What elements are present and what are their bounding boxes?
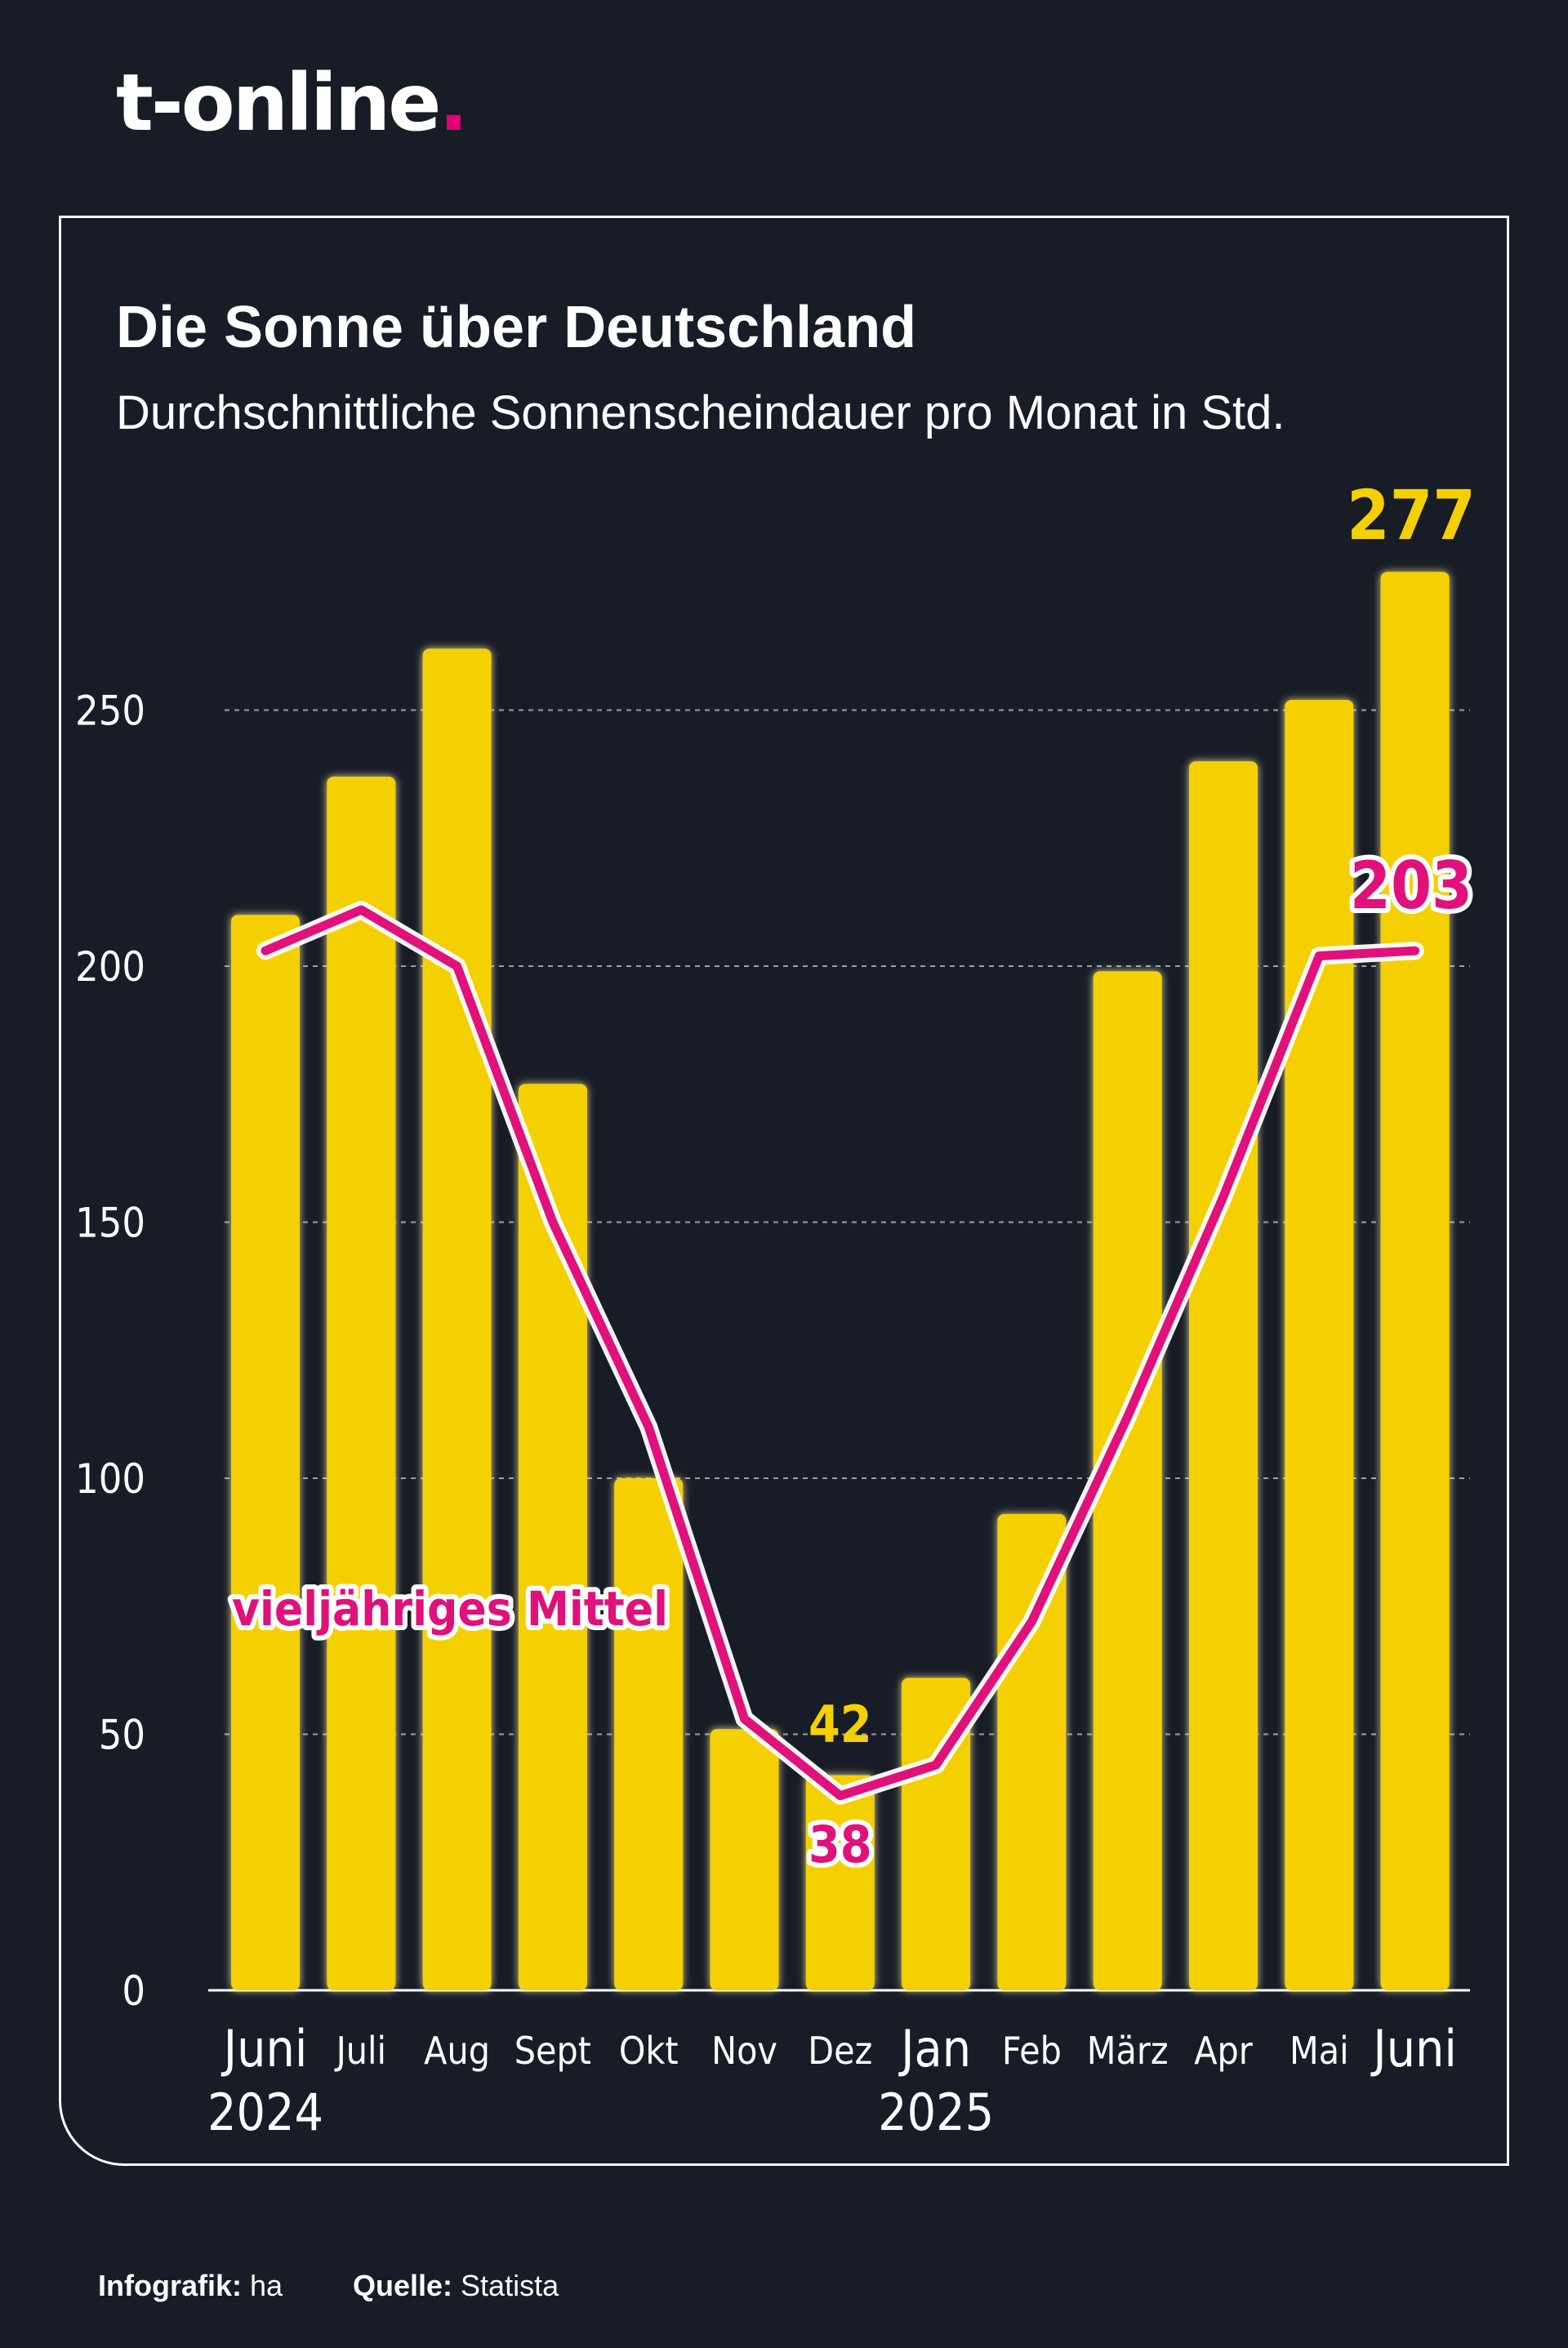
footer-graphic-label: Infografik: bbox=[98, 2269, 242, 2302]
data-label-line-min-halo: 38 bbox=[808, 1815, 872, 1874]
footer-source-value: Statista bbox=[461, 2269, 559, 2302]
bar bbox=[327, 777, 396, 1990]
series-label-mean-halo: vieljähriges Mittel bbox=[232, 1581, 668, 1637]
x-tick-label: Dez bbox=[808, 2029, 872, 2073]
brand-dot: . bbox=[439, 57, 469, 149]
bar bbox=[902, 1677, 971, 1990]
x-tick-label: Okt bbox=[619, 2029, 679, 2073]
x-tick-label: Juli bbox=[334, 2029, 386, 2073]
x-tick-label: Nov bbox=[711, 2029, 777, 2073]
bar bbox=[518, 1084, 587, 1990]
y-tick-label: 250 bbox=[75, 688, 145, 735]
x-tick-label: Apr bbox=[1194, 2029, 1254, 2073]
x-tick-label: Juni bbox=[1370, 2019, 1457, 2078]
x-tick-label: Aug bbox=[424, 2029, 490, 2073]
chart-title: Die Sonne über Deutschland bbox=[116, 295, 917, 360]
brand-logo: t-online. bbox=[116, 64, 469, 142]
x-year-label: 2024 bbox=[207, 2083, 323, 2142]
footer-source: Quelle: Statista bbox=[353, 2269, 559, 2303]
y-tick-label: 50 bbox=[99, 1712, 145, 1759]
x-year-label: 2025 bbox=[878, 2083, 994, 2142]
bar bbox=[231, 915, 300, 1990]
data-label-max: 277 bbox=[1347, 475, 1476, 555]
bar bbox=[710, 1729, 779, 1990]
chart-card bbox=[59, 216, 1509, 2166]
bar bbox=[1189, 761, 1258, 1991]
brand-name: t-online bbox=[116, 57, 441, 149]
footer-credit: Infografik: ha bbox=[98, 2269, 283, 2303]
bar bbox=[805, 1775, 875, 1990]
data-label-line-end: 203 bbox=[1350, 848, 1472, 924]
footer-graphic-value: ha bbox=[250, 2269, 283, 2302]
x-tick-label: Juni bbox=[221, 2019, 308, 2078]
bar bbox=[1380, 572, 1450, 1991]
y-tick-label: 150 bbox=[75, 1200, 145, 1247]
y-tick-label: 200 bbox=[75, 943, 145, 991]
x-tick-label: Jan bbox=[898, 2019, 971, 2078]
y-tick-label: 0 bbox=[122, 1967, 145, 2015]
data-label-line-min: 38 bbox=[808, 1815, 872, 1874]
bar bbox=[614, 1478, 684, 1990]
y-tick-label: 100 bbox=[75, 1455, 145, 1503]
mean-line bbox=[261, 905, 1420, 1801]
data-label-line-end-halo: 203 bbox=[1350, 848, 1472, 924]
bar bbox=[422, 648, 492, 1990]
data-label-min: 42 bbox=[808, 1695, 872, 1754]
x-tick-label: Sept bbox=[514, 2029, 591, 2073]
chart-subtitle: Durchschnittliche Sonnenscheindauer pro … bbox=[116, 386, 1285, 439]
footer-source-label: Quelle: bbox=[353, 2269, 453, 2302]
bar bbox=[1285, 699, 1354, 1991]
x-tick-label: Feb bbox=[1002, 2029, 1062, 2073]
x-tick-label: Mai bbox=[1290, 2029, 1349, 2073]
series-label-mean: vieljähriges Mittel bbox=[232, 1581, 668, 1637]
bar bbox=[1093, 971, 1162, 1990]
x-tick-label: März bbox=[1087, 2029, 1169, 2073]
